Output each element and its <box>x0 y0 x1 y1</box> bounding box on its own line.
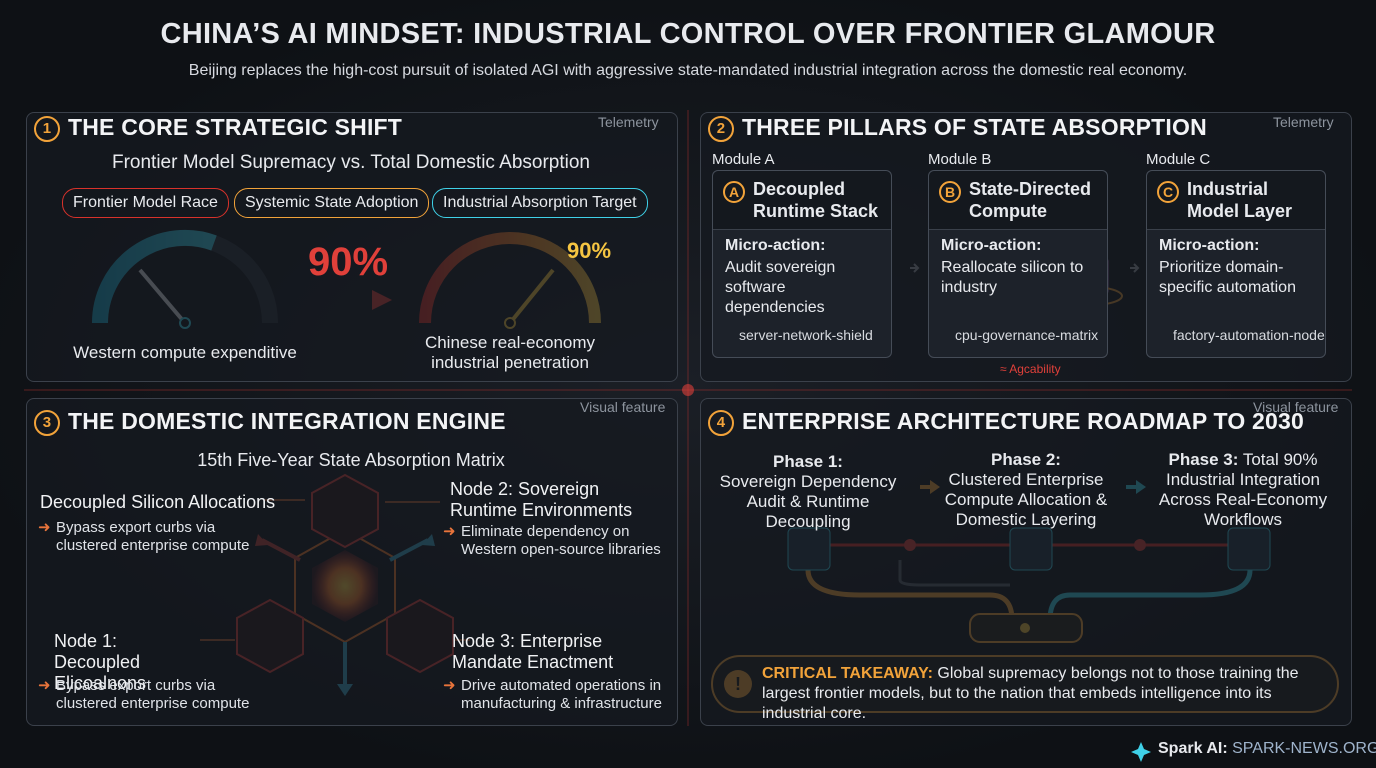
panel <box>26 112 678 382</box>
panel-title-text: THREE PILLARS OF STATE ABSORPTION <box>742 114 1207 140</box>
node-desc: Drive automated operations in manufactur… <box>443 677 681 713</box>
panel-number: 1 <box>34 116 60 142</box>
module-title: State-Directed Compute <box>969 179 1092 221</box>
module-title: Decoupled Runtime Stack <box>753 179 879 221</box>
module-label: Module B <box>928 151 992 168</box>
gauge-caption: Western compute expenditive <box>73 343 297 362</box>
module-header: B State-Directed Compute <box>929 171 1107 230</box>
panel-title-text: THE CORE STRATEGIC SHIFT <box>68 114 403 140</box>
phase: Phase 1: Sovereign Dependency Audit & Run… <box>703 452 913 532</box>
page-subtitle: Beijing replaces the high-cost pursuit o… <box>188 62 1188 79</box>
panel-number: 2 <box>708 116 734 142</box>
takeaway-label: CRITICAL TAKEAWAY: <box>762 665 933 682</box>
panel-title: 2 THREE PILLARS OF STATE ABSORPTION <box>708 114 1207 142</box>
phase: Phase 3: Total 90% Industrial Integratio… <box>1143 450 1343 530</box>
micro-label: Micro-action: <box>941 237 1042 254</box>
pill: Industrial Absorption Target <box>432 188 648 218</box>
node-desc: Bypass export curbs via clustered enterp… <box>38 677 271 713</box>
module-letter: A <box>723 181 745 203</box>
panel-tag: Visual feature <box>1253 399 1339 415</box>
panel-title: 3 THE DOMESTIC INTEGRATION ENGINE <box>34 408 506 436</box>
phase-label: Phase 3: <box>1168 450 1239 469</box>
module-header: C Industrial Model Layer <box>1147 171 1325 230</box>
icon-label: server-network-shield <box>739 327 873 343</box>
module-letter: B <box>939 181 961 203</box>
phase-text: Clustered Enterprise Compute Allocation … <box>944 470 1108 529</box>
module-card: A Decoupled Runtime Stack Micro-action: Aud… <box>712 170 892 358</box>
phase-label: Phase 2: <box>991 450 1061 469</box>
pill: Systemic State Adoption <box>234 188 430 218</box>
module-card: B State-Directed Compute Micro-action: Real… <box>928 170 1108 358</box>
footer-site: SPARK-NEWS.ORG <box>1232 740 1376 757</box>
panel-tag: Telemetry <box>598 114 659 130</box>
panel-title: 4 ENTERPRISE ARCHITECTURE ROADMAP TO 2030 <box>708 408 1304 436</box>
micro-label: Micro-action: <box>725 237 826 254</box>
page-title: CHINA’S AI MINDSET: INDUSTRIAL CONTROL O… <box>160 18 1216 50</box>
panel <box>700 398 1352 726</box>
icon-label: factory-automation-node <box>1173 327 1325 343</box>
node-desc: Eliminate dependency on Western open-sou… <box>443 523 676 559</box>
micro-action: Audit sovereign software dependencies <box>725 259 836 316</box>
footer: Spark AI: SPARK-NEWS.ORG <box>1158 740 1376 758</box>
module-letter: C <box>1157 181 1179 203</box>
node-title: Node 2: Sovereign Runtime Environments <box>450 479 633 520</box>
takeaway-text: Global supremacy belongs not to those tr… <box>762 665 1299 722</box>
gauge-caption: Chinese real-economy industrial penetrat… <box>424 333 596 372</box>
panel-title: 1 THE CORE STRATEGIC SHIFT <box>34 114 402 142</box>
phase: Phase 2: Clustered Enterprise Compute All… <box>921 450 1131 530</box>
panel-subtitle: Frontier Model Supremacy vs. Total Domes… <box>111 152 590 173</box>
module-label: Module A <box>712 151 775 168</box>
module-title: Industrial Model Layer <box>1187 179 1293 221</box>
module-header: A Decoupled Runtime Stack <box>713 171 891 230</box>
micro-action: Reallocate silicon to industry <box>941 259 1084 296</box>
micro-action: Prioritize domain-specific automation <box>1159 259 1296 296</box>
node-title: Node 3: Enterprise Mandate Enactment <box>452 631 614 672</box>
node-desc: Bypass export curbs via clustered enterp… <box>38 519 266 555</box>
takeaway: CRITICAL TAKEAWAY: Global supremacy belo… <box>762 664 1322 724</box>
module-label: Module C <box>1146 151 1211 168</box>
panel-number: 4 <box>708 410 734 436</box>
footer-brand: Spark AI: <box>1158 740 1228 757</box>
micro-label: Micro-action: <box>1159 237 1260 254</box>
panel-title-text: ENTERPRISE ARCHITECTURE ROADMAP TO 2030 <box>742 408 1305 434</box>
panel-tag: Telemetry <box>1273 114 1334 130</box>
module-card: C Industrial Model Layer Micro-action: Prio… <box>1146 170 1326 358</box>
pill: Frontier Model Race <box>62 188 229 218</box>
phase-text: Total 90% Industrial Integration Across … <box>1158 450 1328 529</box>
panel <box>26 398 678 726</box>
shift-value: 90% <box>308 240 389 284</box>
node-title: Decoupled Silicon Allocations <box>40 492 276 512</box>
footnote: ≈ Agcability <box>1000 362 1061 376</box>
phase-label: Phase 1: <box>773 452 843 471</box>
panel-tag: Visual feature <box>580 399 666 415</box>
panel-subtitle: 15th Five-Year State Absorption Matrix <box>197 450 505 470</box>
panel-number: 3 <box>34 410 60 436</box>
panel-title-text: THE DOMESTIC INTEGRATION ENGINE <box>68 408 506 434</box>
gauge-value: 90% <box>567 238 612 263</box>
icon-label: cpu-governance-matrix <box>955 327 1099 343</box>
phase-text: Sovereign Dependency Audit & Runtime Dec… <box>719 472 897 531</box>
